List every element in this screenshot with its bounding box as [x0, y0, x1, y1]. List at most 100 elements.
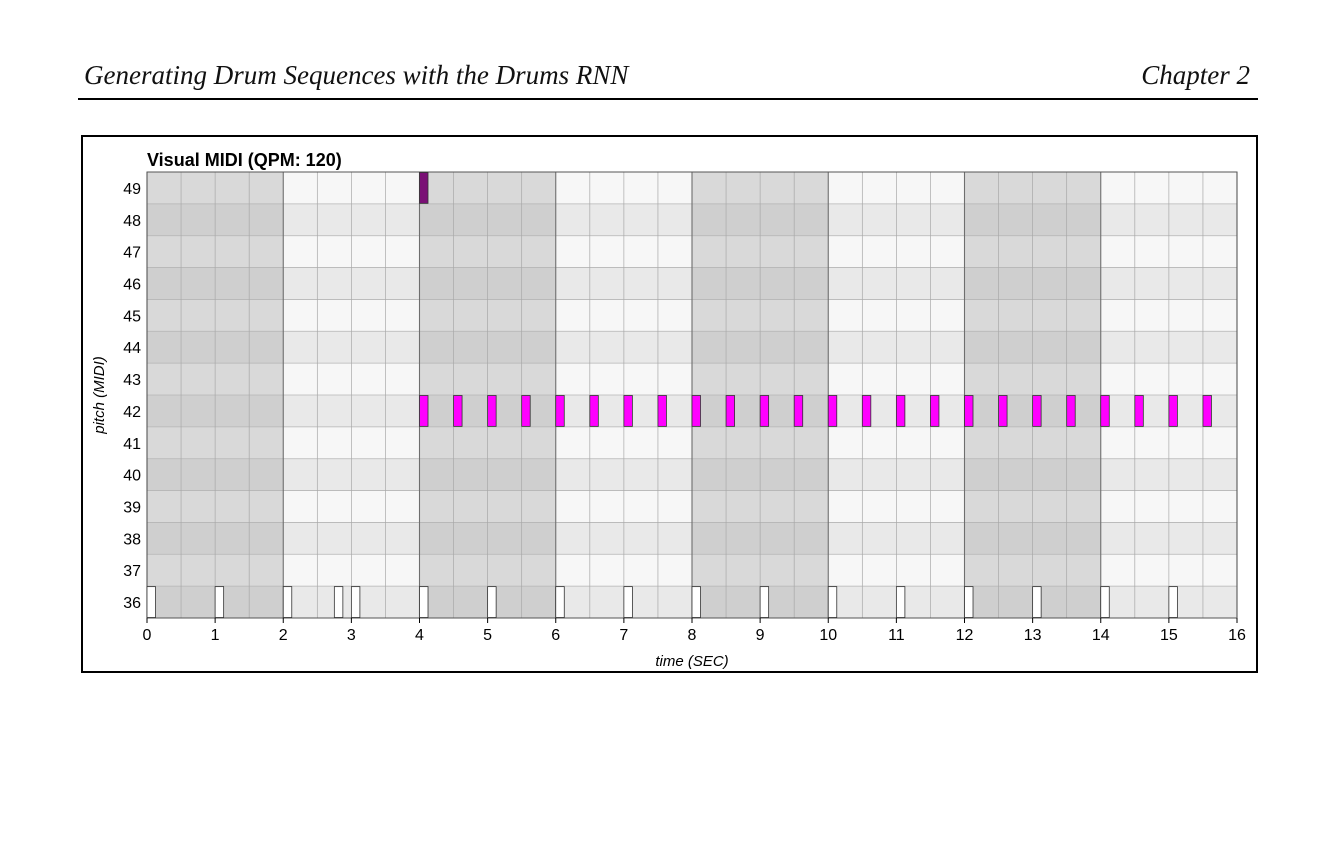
grid-cell — [555, 331, 590, 364]
grid-cell — [964, 490, 999, 523]
grid-cell — [385, 331, 420, 364]
grid-cell — [249, 522, 284, 555]
y-tick-label: 49 — [123, 181, 141, 198]
grid-cell — [964, 363, 999, 395]
grid-cell — [181, 554, 216, 587]
grid-cell — [317, 554, 352, 587]
grid-cell — [828, 172, 863, 204]
grid-cell — [1134, 331, 1169, 364]
grid-cell — [657, 235, 692, 268]
grid-cell — [1066, 458, 1101, 491]
x-tick-label: 4 — [415, 627, 424, 644]
note-pitch-42 — [691, 395, 701, 427]
grid-cell — [1066, 203, 1101, 236]
grid-cell — [351, 458, 386, 491]
grid-cell — [385, 299, 420, 332]
grid-cell — [692, 235, 727, 268]
grid-cell — [726, 363, 761, 395]
grid-cell — [249, 203, 284, 236]
grid-cell — [1134, 203, 1169, 236]
grid-cell — [862, 363, 897, 395]
grid-cell — [964, 554, 999, 587]
grid-cell — [964, 426, 999, 459]
grid-cell — [181, 426, 216, 459]
grid-cell — [1032, 554, 1067, 587]
grid-cell — [351, 395, 386, 427]
grid-cell — [147, 554, 182, 587]
grid-cell — [589, 331, 624, 364]
grid-cell — [249, 490, 284, 523]
grid-cell — [351, 331, 386, 364]
note-pitch-42 — [623, 395, 633, 427]
y-tick-label: 40 — [123, 468, 141, 485]
grid-cell — [657, 203, 692, 236]
grid-cell — [589, 299, 624, 332]
y-tick-label: 43 — [123, 372, 141, 389]
grid-cell — [351, 363, 386, 395]
grid-cell — [283, 331, 318, 364]
grid-cell — [419, 554, 454, 587]
grid-cell — [1066, 172, 1101, 204]
chart-title: Visual MIDI (QPM: 120) — [147, 150, 342, 170]
grid-cell — [419, 458, 454, 491]
note-pitch-42 — [759, 395, 770, 427]
grid-cell — [419, 267, 454, 300]
grid-cell — [828, 203, 863, 236]
note-pitch-36 — [487, 586, 497, 618]
grid-cell — [828, 554, 863, 587]
grid-cell — [181, 490, 216, 523]
grid-cell — [930, 554, 965, 587]
grid-cell — [147, 363, 182, 395]
note-pitch-42 — [419, 395, 429, 427]
grid-cell — [896, 458, 931, 491]
grid-cell — [1168, 490, 1203, 523]
grid-cell — [692, 331, 727, 364]
grid-cell — [351, 490, 386, 523]
grid-cell — [1202, 554, 1237, 587]
grid-cell — [1066, 426, 1101, 459]
grid-cell — [1134, 267, 1169, 300]
grid-cell — [521, 203, 556, 236]
grid-cell — [1168, 363, 1203, 395]
grid-cell — [181, 331, 216, 364]
x-axis-label: time (SEC) — [655, 653, 728, 670]
note-pitch-36 — [555, 586, 565, 618]
grid-cell — [283, 172, 318, 204]
x-tick-label: 13 — [1024, 627, 1042, 644]
grid-cell — [998, 490, 1033, 523]
grid-cell — [589, 458, 624, 491]
grid-cell — [930, 299, 965, 332]
grid-cell — [419, 490, 454, 523]
grid-cell — [181, 522, 216, 555]
grid-cell — [487, 235, 522, 268]
grid-cell — [351, 554, 386, 587]
grid-cell — [964, 331, 999, 364]
grid-cell — [351, 235, 386, 268]
grid-cell — [1100, 426, 1135, 459]
grid-cell — [828, 235, 863, 268]
grid-cell — [1100, 172, 1135, 204]
grid-cell — [147, 458, 182, 491]
grid-cell — [249, 426, 284, 459]
grid-cell — [283, 395, 318, 427]
grid-cell — [726, 458, 761, 491]
grid-cell — [896, 235, 931, 268]
grid-cell — [1202, 331, 1237, 364]
grid-cell — [760, 522, 795, 555]
grid-cell — [1168, 522, 1203, 555]
grid-cell — [215, 490, 250, 523]
grid-cell — [1134, 172, 1169, 204]
grid-cell — [215, 426, 250, 459]
x-tick-label: 7 — [619, 627, 628, 644]
grid-cell — [317, 490, 352, 523]
grid-cell — [1066, 267, 1101, 300]
grid-cell — [453, 267, 488, 300]
grid-cell — [283, 363, 318, 395]
grid-cell — [1100, 363, 1135, 395]
grid-cell — [794, 522, 829, 555]
grid-cell — [419, 426, 454, 459]
grid-cell — [317, 235, 352, 268]
grid-cell — [215, 331, 250, 364]
grid-cell — [657, 426, 692, 459]
y-axis-label: pitch (MIDI) — [91, 356, 108, 435]
